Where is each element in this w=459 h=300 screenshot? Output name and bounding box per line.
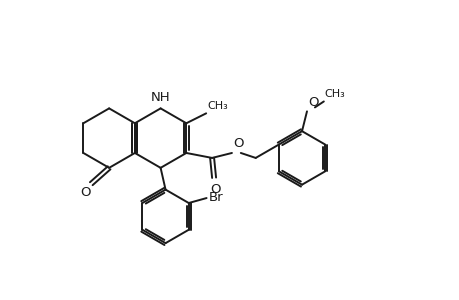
Text: CH₃: CH₃ <box>324 89 345 100</box>
Text: O: O <box>232 137 243 150</box>
Text: Br: Br <box>208 190 223 204</box>
Text: CH₃: CH₃ <box>207 101 227 111</box>
Text: O: O <box>308 96 318 110</box>
Text: O: O <box>80 186 90 199</box>
Text: NH: NH <box>151 92 170 104</box>
Text: O: O <box>209 183 220 196</box>
